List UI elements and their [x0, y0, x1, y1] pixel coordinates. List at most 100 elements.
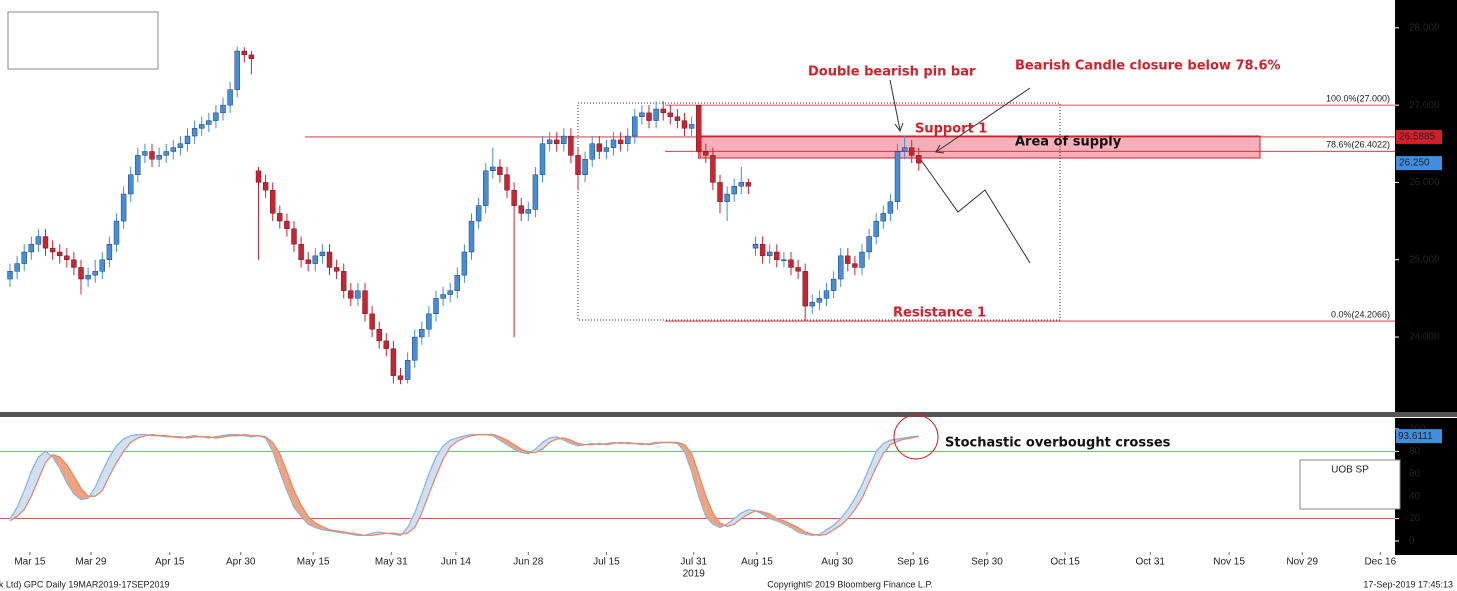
- stoch-band: [862, 468, 870, 499]
- stoch-band: [102, 456, 110, 491]
- candle-body: [213, 112, 219, 121]
- candle-body: [653, 108, 659, 121]
- candle-body: [28, 244, 35, 253]
- x-sublabel: 2019: [683, 569, 706, 580]
- annotation: Resistance 1: [893, 306, 986, 321]
- candle-body: [206, 120, 212, 125]
- candle-body: [404, 360, 411, 380]
- x-tick-label: Jun 14: [441, 557, 471, 568]
- candle-body: [674, 116, 681, 121]
- candle-body: [177, 143, 184, 148]
- candle-body: [341, 271, 347, 291]
- price-badge: [1396, 129, 1442, 144]
- stoch-band: [833, 518, 841, 530]
- candle-body: [85, 274, 91, 280]
- candle-body: [362, 290, 368, 315]
- candle-body: [816, 298, 823, 303]
- candle-body: [809, 302, 816, 307]
- x-tick-label: May 31: [375, 557, 408, 568]
- candle-body: [518, 205, 524, 214]
- candle-body: [639, 112, 645, 117]
- candle-body: [688, 124, 695, 129]
- arrow: [935, 87, 1031, 153]
- stoch-band: [123, 435, 131, 452]
- y-tick-label: 20: [1409, 513, 1421, 524]
- candle-body: [568, 135, 574, 156]
- candle-body: [184, 135, 191, 144]
- x-tick-label: Sep 30: [971, 557, 1003, 568]
- candle-body: [802, 271, 808, 307]
- candle-body: [632, 116, 638, 137]
- candle-body: [483, 170, 489, 206]
- footer: UOB SP Equity (United Overseas Bank Ltd)…: [0, 579, 170, 589]
- annotation: Stochastic overbought crosses: [945, 436, 1171, 451]
- candle-body: [312, 255, 319, 264]
- y-tick-label: 100: [1409, 424, 1426, 435]
- candle-body: [866, 236, 872, 253]
- candle-body: [681, 120, 688, 129]
- candle-body: [291, 228, 297, 245]
- stoch-band: [130, 434, 138, 443]
- price-badge-label: 26.250: [1399, 158, 1430, 169]
- candle-body: [610, 139, 617, 148]
- x-tick-label: Jun 28: [513, 557, 543, 568]
- annotation: Double bearish pin bar: [808, 65, 976, 80]
- y-tick-label: 24.000: [1409, 332, 1440, 343]
- candle-body: [703, 151, 709, 156]
- candle-body: [92, 271, 98, 276]
- candle-body: [504, 174, 510, 191]
- candle-body: [369, 313, 375, 330]
- candle-body: [752, 244, 759, 249]
- stoch-band: [66, 464, 74, 494]
- arrow: [889, 79, 901, 131]
- candle-body: [106, 244, 113, 260]
- candle-body: [142, 151, 148, 156]
- candle-body: [255, 170, 262, 183]
- candle-body: [99, 259, 106, 272]
- stoch-band: [95, 471, 103, 497]
- x-tick-label: Jul 15: [593, 557, 620, 568]
- candle-body: [781, 259, 787, 261]
- annotation: Support 1: [915, 122, 987, 137]
- candle-body: [532, 174, 539, 210]
- candle-body: [909, 147, 915, 156]
- candle-body: [660, 108, 666, 114]
- candle-body: [390, 348, 397, 376]
- candle-body: [447, 290, 453, 295]
- stoch-band: [840, 509, 848, 526]
- candle-body: [795, 267, 801, 272]
- candle-body: [78, 267, 84, 280]
- footer: Copyright© 2019 Bloomberg Finance L.P.: [767, 579, 933, 589]
- candle-body: [823, 290, 830, 299]
- candle-body: [113, 220, 120, 245]
- x-tick-label: Nov 29: [1286, 557, 1318, 568]
- candle-body: [298, 244, 304, 260]
- candle-body: [774, 251, 780, 260]
- stoch-badge-label: 93.6111: [1398, 431, 1433, 442]
- candle-body: [767, 251, 773, 257]
- annotation: Area of supply: [1015, 135, 1122, 150]
- candle-body: [561, 135, 567, 144]
- y-tick-label: 28.000: [1409, 22, 1440, 33]
- arrow-head: [935, 144, 945, 154]
- candle-body: [426, 313, 432, 330]
- candle-body: [248, 54, 255, 59]
- stoch-badge: [1396, 429, 1442, 444]
- level-label: 78.6%(26.4022): [1326, 140, 1390, 150]
- candle-body: [433, 298, 439, 315]
- candle-body: [241, 50, 248, 56]
- candle-body: [7, 271, 13, 280]
- y-tick-label: 26.000: [1409, 177, 1440, 188]
- candle-body: [745, 182, 752, 187]
- candle-body: [412, 336, 418, 361]
- stoch-band: [279, 453, 287, 491]
- x-tick-label: Mar 15: [14, 557, 46, 568]
- candle-body: [42, 236, 49, 249]
- y-tick-label: 25.000: [1409, 254, 1440, 265]
- candle-body: [440, 294, 446, 299]
- candle-body: [326, 251, 333, 268]
- stoch-band: [741, 509, 749, 519]
- footer: 17-Sep-2019 17:45:13: [1363, 579, 1453, 589]
- legend-title: UOB SP: [1331, 465, 1369, 476]
- candle-body: [64, 255, 70, 260]
